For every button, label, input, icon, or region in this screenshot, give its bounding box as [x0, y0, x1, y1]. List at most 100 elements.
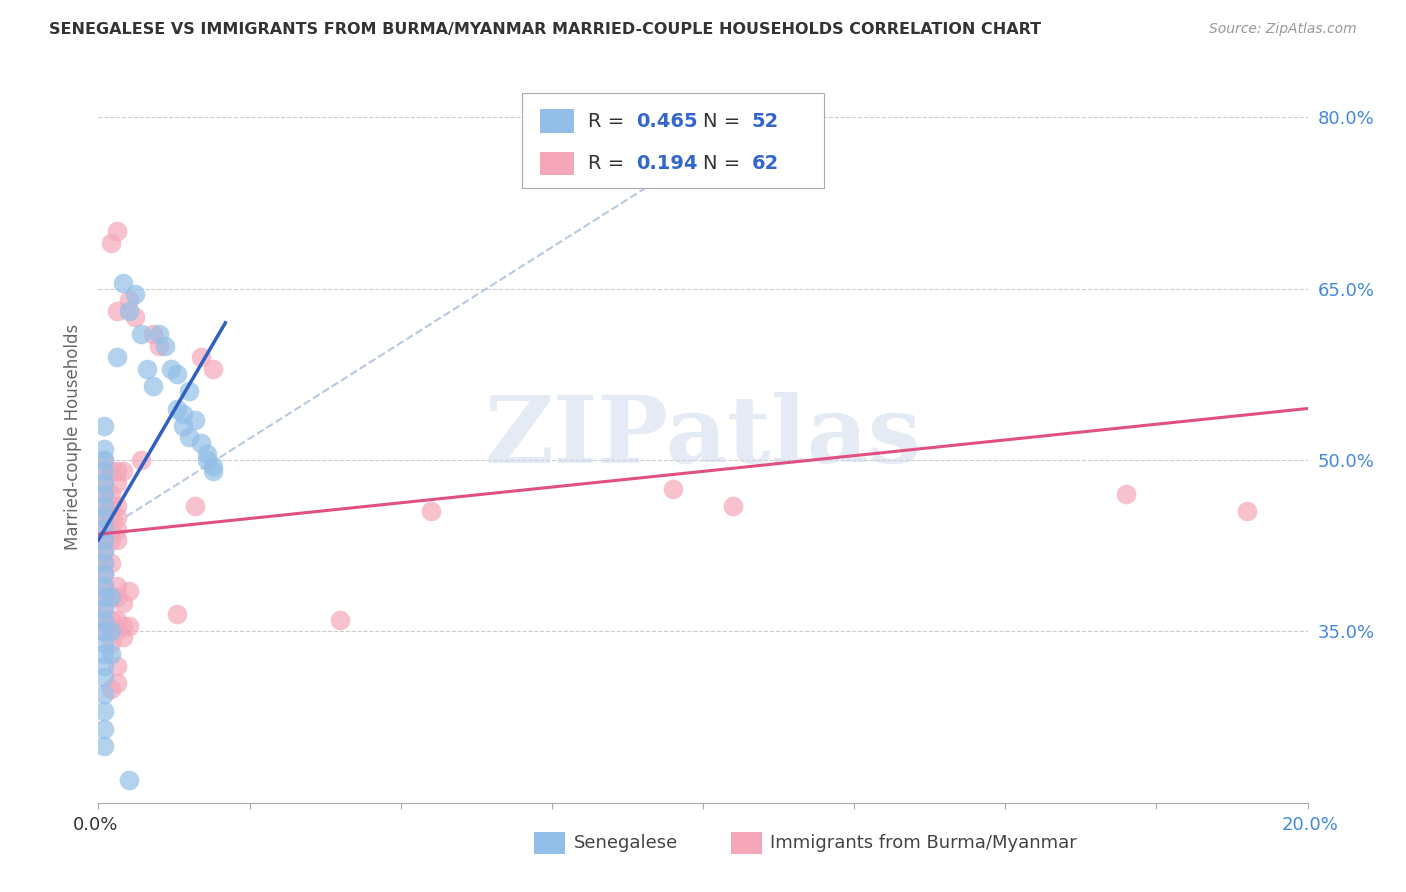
- Point: [105, 510, 128, 524]
- Point: [93, 521, 115, 535]
- Point: [329, 613, 352, 627]
- Point: [93, 453, 115, 467]
- Point: [118, 584, 141, 599]
- Text: 0.194: 0.194: [637, 154, 697, 173]
- Point: [105, 304, 128, 318]
- FancyBboxPatch shape: [522, 94, 824, 188]
- Point: [111, 630, 134, 644]
- Point: [105, 350, 128, 364]
- Text: N =: N =: [703, 112, 747, 130]
- Point: [93, 636, 115, 650]
- Point: [124, 287, 146, 301]
- Point: [184, 499, 207, 513]
- Point: [100, 235, 122, 250]
- Point: [93, 658, 115, 673]
- Point: [723, 499, 745, 513]
- Point: [93, 579, 115, 593]
- Point: [93, 687, 115, 701]
- Text: 52: 52: [751, 112, 779, 130]
- Point: [105, 675, 128, 690]
- Point: [93, 544, 115, 558]
- Point: [100, 464, 122, 478]
- Point: [420, 504, 443, 518]
- Point: [148, 327, 170, 342]
- Point: [118, 618, 141, 632]
- Point: [93, 613, 115, 627]
- Point: [105, 224, 128, 238]
- Point: [93, 739, 115, 753]
- Point: [118, 772, 141, 787]
- Text: R =: R =: [588, 154, 631, 173]
- Point: [93, 722, 115, 736]
- Point: [100, 487, 122, 501]
- Point: [93, 499, 115, 513]
- Point: [93, 487, 115, 501]
- Point: [93, 567, 115, 582]
- Text: ZIPatlas: ZIPatlas: [485, 392, 921, 482]
- Point: [661, 482, 683, 496]
- Point: [100, 533, 122, 547]
- Point: [93, 613, 115, 627]
- Point: [172, 407, 194, 421]
- Point: [93, 521, 115, 535]
- Point: [153, 338, 176, 352]
- Point: [105, 579, 128, 593]
- Point: [93, 475, 115, 490]
- Point: [129, 327, 152, 342]
- Point: [105, 521, 128, 535]
- Point: [100, 624, 122, 639]
- Point: [93, 475, 115, 490]
- Point: [148, 338, 170, 352]
- Point: [93, 556, 115, 570]
- Point: [105, 533, 128, 547]
- Point: [100, 556, 122, 570]
- Point: [129, 453, 152, 467]
- Text: Senegalese: Senegalese: [574, 834, 678, 852]
- Point: [93, 418, 115, 433]
- Point: [142, 327, 165, 342]
- Point: [93, 567, 115, 582]
- Point: [179, 384, 201, 399]
- Point: [1115, 487, 1137, 501]
- Point: [179, 430, 201, 444]
- Point: [93, 499, 115, 513]
- Point: [100, 590, 122, 604]
- Text: SENEGALESE VS IMMIGRANTS FROM BURMA/MYANMAR MARRIED-COUPLE HOUSEHOLDS CORRELATIO: SENEGALESE VS IMMIGRANTS FROM BURMA/MYAN…: [49, 22, 1042, 37]
- Point: [93, 579, 115, 593]
- Point: [105, 658, 128, 673]
- Point: [93, 533, 115, 547]
- Point: [93, 670, 115, 684]
- Point: [100, 590, 122, 604]
- Point: [160, 361, 183, 376]
- Point: [195, 447, 218, 461]
- Bar: [540, 110, 574, 133]
- Point: [190, 350, 212, 364]
- Point: [111, 464, 134, 478]
- Point: [118, 293, 141, 307]
- Point: [100, 647, 122, 661]
- Point: [93, 487, 115, 501]
- Point: [93, 510, 115, 524]
- Point: [93, 544, 115, 558]
- Point: [93, 556, 115, 570]
- Bar: [540, 152, 574, 175]
- Y-axis label: Married-couple Households: Married-couple Households: [65, 324, 83, 550]
- Point: [142, 378, 165, 392]
- Point: [105, 464, 128, 478]
- Point: [1236, 504, 1258, 518]
- Point: [93, 464, 115, 478]
- Point: [184, 413, 207, 427]
- Point: [135, 361, 157, 376]
- Text: R =: R =: [588, 112, 631, 130]
- Point: [166, 368, 188, 382]
- Point: [105, 613, 128, 627]
- Point: [93, 590, 115, 604]
- Point: [105, 499, 128, 513]
- Point: [111, 276, 134, 290]
- Point: [166, 401, 188, 416]
- Point: [195, 453, 218, 467]
- Point: [100, 521, 122, 535]
- Text: 62: 62: [751, 154, 779, 173]
- Point: [100, 499, 122, 513]
- Point: [105, 475, 128, 490]
